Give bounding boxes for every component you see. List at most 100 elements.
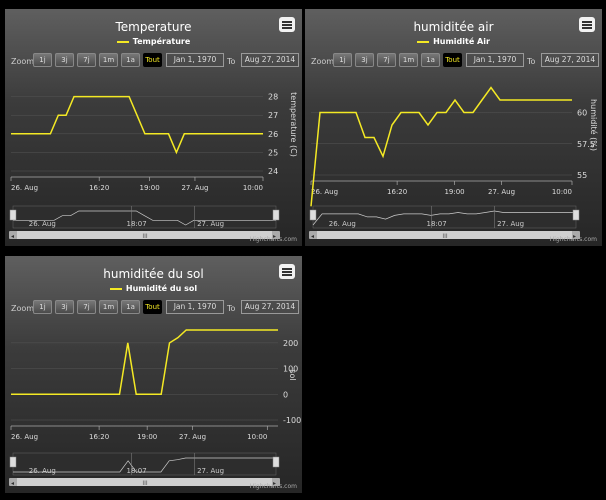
chart-title: Temperature	[115, 20, 192, 34]
range-button-1j[interactable]: 1j	[33, 53, 52, 67]
y-tick-label: 24	[268, 167, 278, 176]
y-axis-title: temperature (C)	[289, 92, 298, 157]
range-button-tout[interactable]: Tout	[443, 53, 462, 67]
y-tick-label: 60	[577, 109, 587, 118]
x-tick-label: 19:00	[444, 188, 464, 196]
navigator-label: 27. Aug	[497, 220, 524, 228]
x-tick-label: 19:00	[137, 433, 157, 441]
legend-item[interactable]: Humidité du sol	[5, 284, 302, 293]
scrollbar-grip: III	[142, 233, 148, 240]
x-tick-label: 16:20	[387, 188, 407, 196]
chart-panel-humidity-air: humiditée air Humidité Air Zoom 1j 3j 7j…	[305, 9, 602, 246]
from-date-input[interactable]: Jan 1, 1970	[166, 53, 224, 67]
y-tick-label: 55	[577, 171, 587, 180]
range-button-7j[interactable]: 7j	[377, 53, 396, 67]
legend-item[interactable]: Température	[5, 37, 302, 46]
chart-svg: 24 25 26 27 28 temperature (C) 26. Aug 16:20 19:…	[9, 92, 298, 240]
navigator-label: 18:07	[427, 220, 447, 228]
chart-panel-soil-humidity: humiditée du sol Humidité du sol Zoom 1j…	[5, 256, 302, 493]
from-date-input[interactable]: Jan 1, 1970	[466, 53, 524, 67]
hamburger-menu-icon[interactable]	[279, 17, 295, 32]
legend-swatch	[109, 287, 122, 290]
range-button-1j[interactable]: 1j	[33, 300, 52, 314]
range-button-7j[interactable]: 7j	[77, 53, 96, 67]
x-tick-label: 27. Aug	[179, 433, 206, 441]
range-button-1a[interactable]: 1a	[121, 53, 140, 67]
x-tick-label: 19:00	[140, 184, 160, 192]
navigator-label: 27. Aug	[197, 220, 224, 228]
range-button-1a[interactable]: 1a	[121, 300, 140, 314]
credit-link[interactable]: Highcharts.com	[549, 236, 597, 243]
legend-label: Humidité Air	[433, 37, 490, 46]
range-button-3j[interactable]: 3j	[55, 53, 74, 67]
navigator-label: 27. Aug	[197, 467, 224, 475]
to-label: To	[227, 304, 236, 313]
navigator-handle	[309, 209, 317, 221]
y-tick-label: 0	[283, 390, 288, 399]
scroll-right-arrow-icon: ▸	[273, 480, 276, 487]
chart-svg: -100 0 100 200 sol 26. Aug 16:20 19:00 27. Aug 10…	[9, 329, 301, 487]
navigator-label: 26. Aug	[29, 220, 56, 228]
range-button-1m[interactable]: 1m	[99, 53, 118, 67]
scrollbar-thumb	[317, 231, 572, 239]
y-tick-label: 25	[268, 148, 278, 157]
chart-svg: 55 57.5 60 humidité (%) 26. Aug 16:20 19:00 27.…	[309, 86, 599, 240]
range-button-1m[interactable]: 1m	[399, 53, 418, 67]
x-tick-label: 16:20	[89, 184, 109, 192]
chart-title: humiditée air	[413, 20, 494, 34]
range-button-tout[interactable]: Tout	[143, 300, 162, 314]
x-tick-label: 26. Aug	[11, 184, 38, 192]
y-axis-title: sol	[288, 369, 297, 380]
scrollbar-grip: III	[442, 233, 448, 240]
x-tick-label: 27. Aug	[488, 188, 515, 196]
navigator-series	[13, 457, 276, 473]
y-axis-title: humidité (%)	[589, 99, 599, 151]
x-tick-label: 27. Aug	[181, 184, 208, 192]
legend-swatch	[417, 40, 430, 43]
y-tick-label: 27	[268, 111, 278, 120]
y-tick-label: 26	[268, 130, 278, 139]
x-tick-label: 10:00	[552, 188, 572, 196]
x-tick-label: 16:20	[89, 433, 109, 441]
range-button-7j[interactable]: 7j	[77, 300, 96, 314]
range-button-tout[interactable]: Tout	[143, 53, 162, 67]
navigator-handle	[572, 209, 580, 221]
series-line	[11, 95, 263, 155]
scroll-left-arrow-icon: ◂	[11, 480, 14, 487]
navigator-handle	[272, 209, 280, 221]
chart-title: humiditée du sol	[103, 267, 204, 281]
navigator-series	[312, 210, 576, 226]
scroll-right-arrow-icon: ▸	[273, 233, 276, 240]
to-label: To	[527, 57, 536, 66]
to-date-input[interactable]: Aug 27, 2014	[241, 53, 299, 67]
hamburger-menu-icon[interactable]	[579, 17, 595, 32]
legend-label: Humidité du sol	[125, 284, 198, 293]
navigator-label: 18:07	[127, 467, 147, 475]
x-tick-label: 10:00	[243, 184, 263, 192]
scroll-right-arrow-icon: ▸	[573, 233, 576, 240]
credit-link[interactable]: Highcharts.com	[249, 236, 297, 243]
from-date-input[interactable]: Jan 1, 1970	[166, 300, 224, 314]
range-button-1j[interactable]: 1j	[333, 53, 352, 67]
range-button-1m[interactable]: 1m	[99, 300, 118, 314]
y-tick-label: 57.5	[577, 140, 595, 149]
to-date-input[interactable]: Aug 27, 2014	[241, 300, 299, 314]
x-tick-label: 26. Aug	[11, 433, 38, 441]
zoom-label: Zoom	[11, 57, 35, 66]
navigator-handle	[272, 456, 280, 468]
hamburger-menu-icon[interactable]	[279, 264, 295, 279]
navigator-label: 26. Aug	[29, 467, 56, 475]
navigator-handle	[9, 456, 17, 468]
navigator-label: 18:07	[127, 220, 147, 228]
navigator-handle	[9, 209, 17, 221]
legend-item[interactable]: Humidité Air	[305, 37, 602, 46]
x-tick-label: 10:00	[247, 433, 267, 441]
credit-link[interactable]: Highcharts.com	[249, 483, 297, 490]
range-button-3j[interactable]: 3j	[55, 300, 74, 314]
to-date-input[interactable]: Aug 27, 2014	[541, 53, 599, 67]
range-button-1a[interactable]: 1a	[421, 53, 440, 67]
y-tick-label: 100	[283, 365, 298, 374]
y-tick-label: 200	[283, 339, 298, 348]
range-button-3j[interactable]: 3j	[355, 53, 374, 67]
y-tick-label: 28	[268, 93, 278, 102]
